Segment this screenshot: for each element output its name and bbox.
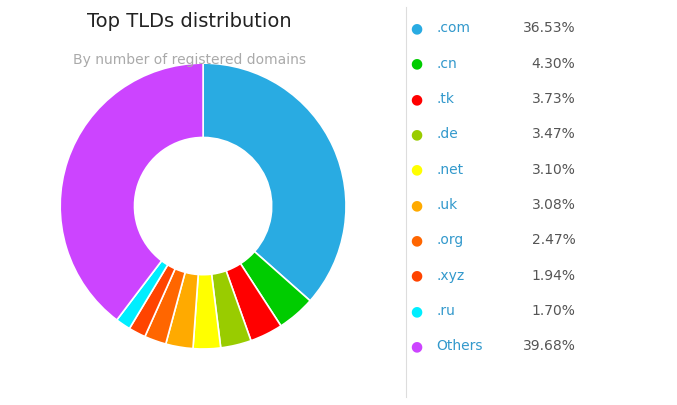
- Wedge shape: [240, 252, 310, 326]
- Text: ●: ●: [410, 198, 422, 211]
- Text: 3.47%: 3.47%: [531, 127, 575, 141]
- Text: 36.53%: 36.53%: [523, 21, 575, 35]
- Text: ●: ●: [410, 233, 422, 247]
- Text: 3.08%: 3.08%: [531, 198, 575, 211]
- Text: By number of registered domains: By number of registered domains: [73, 53, 306, 66]
- Text: .com: .com: [437, 21, 471, 35]
- Text: ●: ●: [410, 21, 422, 35]
- Text: .ru: .ru: [437, 303, 456, 317]
- Wedge shape: [166, 273, 198, 349]
- Text: .xyz: .xyz: [437, 268, 465, 282]
- Text: 3.73%: 3.73%: [531, 92, 575, 106]
- Text: ●: ●: [410, 57, 422, 70]
- Text: .de: .de: [437, 127, 458, 141]
- Text: .org: .org: [437, 233, 464, 247]
- Text: .cn: .cn: [437, 57, 458, 70]
- Text: 1.70%: 1.70%: [531, 303, 575, 317]
- Text: 39.68%: 39.68%: [523, 339, 575, 352]
- Wedge shape: [117, 261, 168, 329]
- Wedge shape: [226, 264, 281, 341]
- Text: ●: ●: [410, 127, 422, 141]
- Text: ●: ●: [410, 339, 422, 352]
- Text: Top TLDs distribution: Top TLDs distribution: [87, 12, 292, 31]
- Text: 3.10%: 3.10%: [531, 162, 575, 176]
- Wedge shape: [60, 64, 203, 320]
- Wedge shape: [129, 265, 175, 337]
- Text: .uk: .uk: [437, 198, 458, 211]
- Wedge shape: [203, 64, 346, 301]
- Text: ●: ●: [410, 303, 422, 317]
- Wedge shape: [212, 271, 251, 348]
- Wedge shape: [193, 275, 221, 349]
- Text: 2.47%: 2.47%: [531, 233, 575, 247]
- Text: ●: ●: [410, 92, 422, 106]
- Text: .tk: .tk: [437, 92, 455, 106]
- Text: ●: ●: [410, 162, 422, 176]
- Text: ●: ●: [410, 268, 422, 282]
- Text: .net: .net: [437, 162, 464, 176]
- Text: Others: Others: [437, 339, 483, 352]
- Text: 4.30%: 4.30%: [531, 57, 575, 70]
- Wedge shape: [145, 269, 185, 344]
- Text: 1.94%: 1.94%: [531, 268, 575, 282]
